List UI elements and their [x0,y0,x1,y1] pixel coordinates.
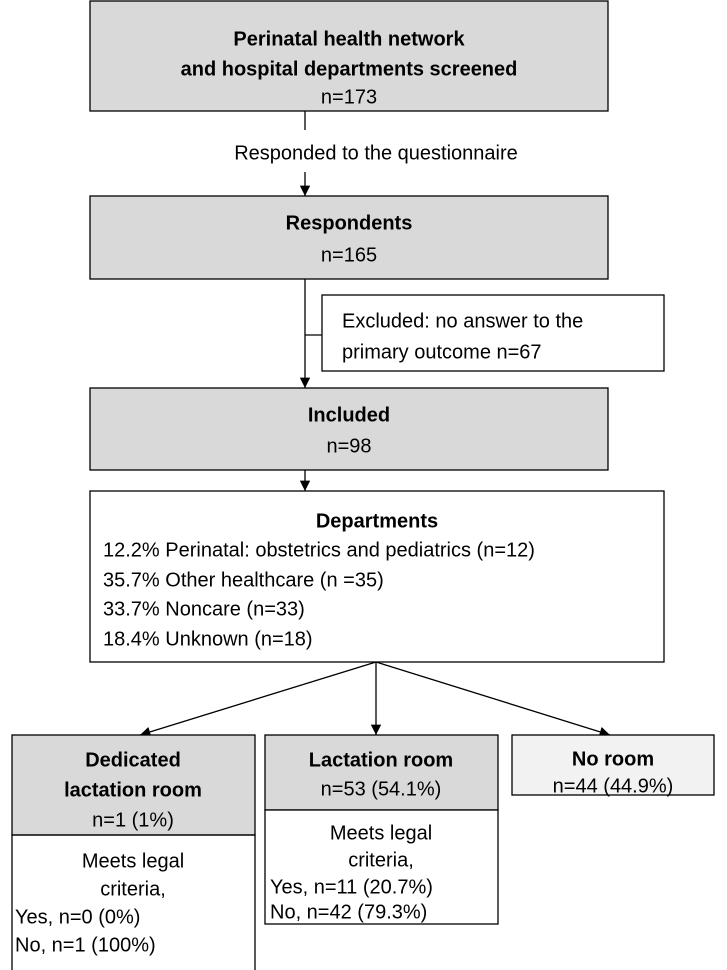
no-room-box [511,734,715,796]
box-text: n=98 [326,435,371,457]
box-text: criteria, [100,878,166,900]
box-text: No room [572,748,654,770]
included-box [89,387,609,471]
dedicated-criteria-box [11,834,256,970]
box-text: Yes, n=11 (20.7%) [270,876,433,898]
box-text: criteria, [348,849,414,871]
respondents-box [89,195,609,280]
box-text: Meets legal [82,850,184,872]
box-text: lactation room [64,779,202,801]
box-text: Respondents [286,212,413,234]
box-text: Lactation room [309,749,453,771]
box-text: Dedicated [85,749,181,771]
box-text: n=165 [321,244,377,266]
box-text: n=1 (1%) [92,809,174,831]
box-text: No, n=42 (79.3%) [270,901,427,923]
box-text: n=53 (54.1%) [321,778,442,800]
box-text: Meets legal [330,822,432,844]
dedicated-box [11,734,256,836]
box-text: 12.2% Perinatal: obstetrics and pediatri… [103,539,535,561]
box-text: and hospital departments screened [181,58,518,80]
box-text: No, n=1 (100%) [15,934,156,956]
lactation-criteria-box [264,809,499,925]
connectors [139,111,611,737]
departments-box [89,490,665,663]
box-text: Included [308,404,390,426]
screened-box [89,0,609,112]
box-text: 33.7% Noncare (n=33) [103,598,305,620]
box-text: primary outcome n=67 [342,341,542,363]
box-text: Departments [316,510,438,532]
box-text: Perinatal health network [233,28,465,50]
box-text: Yes, n=0 (0%) [15,906,140,928]
box-text: Excluded: no answer to the [342,310,583,332]
box-text: 18.4% Unknown (n=18) [103,628,313,650]
box-text: n=44 (44.9%) [553,775,674,797]
box-text: n=173 [321,86,377,108]
excluded-box [321,294,665,372]
box-text: 35.7% Other healthcare (n =35) [103,569,384,591]
edge-label: Responded to the questionnaire [234,142,518,164]
